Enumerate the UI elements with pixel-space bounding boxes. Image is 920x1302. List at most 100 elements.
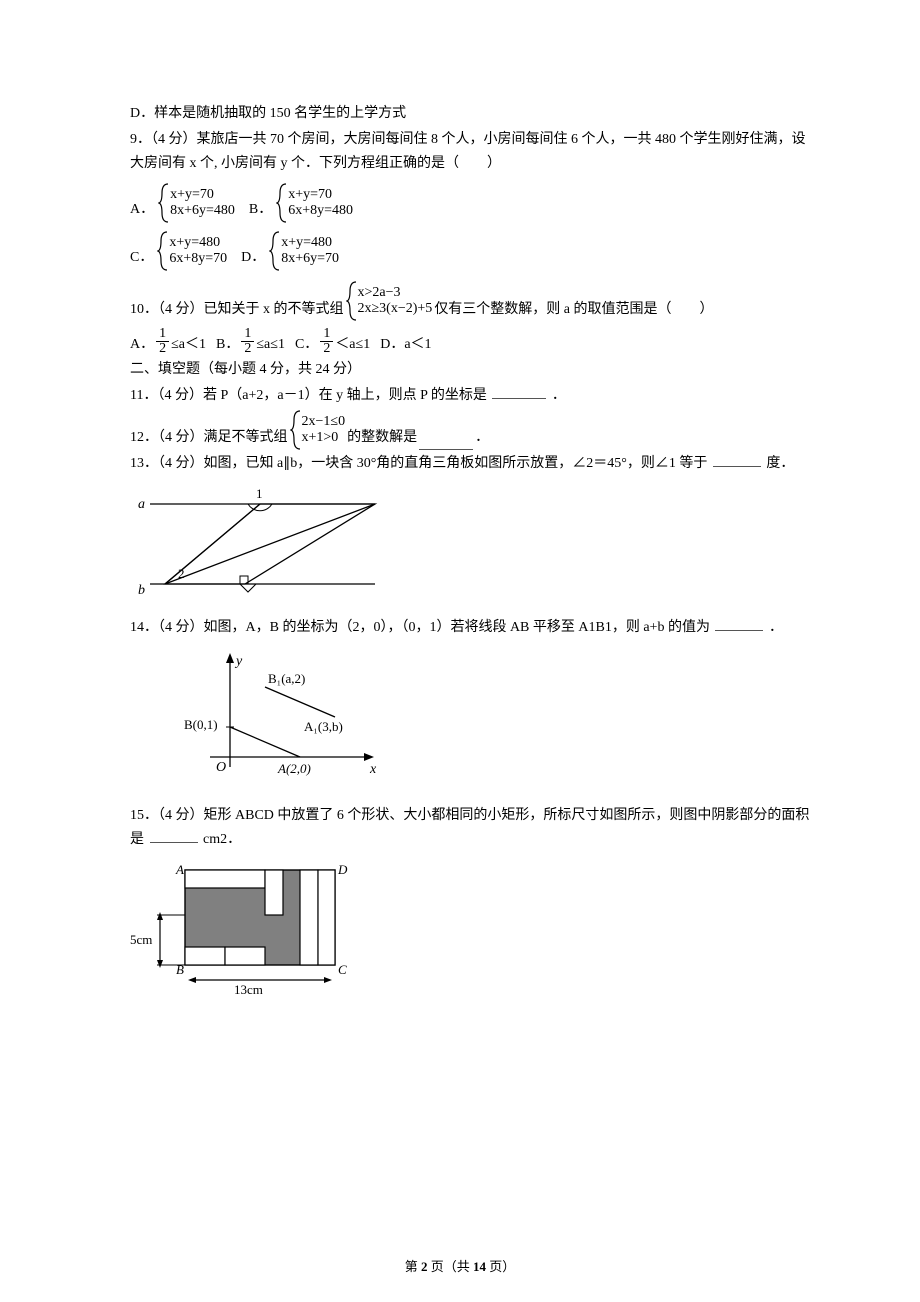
q14: 14．（4 分）如图，A，B 的坐标为（2，0），（0，1）若将线段 AB 平移… [130,616,810,640]
q9-options-row-1: A． x+y=70 8x+6y=480 B． x+y=70 6x+ [130,183,810,223]
label-b: b [138,583,145,598]
equation-row: x+1>0 [302,430,346,446]
footer-total-pages: 14 [473,1259,486,1274]
q10-suffix: 仅有三个整数解，则 a 的取值范围是（ ） [434,298,713,322]
equation-row: x+y=70 [170,187,235,203]
period: ． [769,620,783,635]
q13: 13．（4 分）如图，已知 a∥b，一块含 30°角的直角三角板如图所示放置，∠… [130,452,810,476]
numerator: 1 [241,327,254,342]
origin-label: O [216,760,226,775]
option-tail: ≤a≤1 [256,333,285,357]
denominator: 2 [320,342,333,356]
q15: 15．（4 分）矩形 ABCD 中放置了 6 个形状、大小都相同的小矩形，所标尺… [130,804,810,852]
denominator: 2 [156,342,169,356]
label-C: C [338,962,347,977]
footer-text: 页（共 [427,1259,473,1274]
q11: 11．（4 分）若 P（a+2，a－1）在 y 轴上，则点 P 的坐标是 ． [130,384,810,408]
brace-icon [158,183,170,223]
label-b1: B₁(a,2) [268,671,305,686]
dim-13cm: 13cm [234,982,263,997]
option-label: B． [249,198,272,222]
section-2-heading: 二、填空题（每小题 4 分，共 24 分） [130,358,810,382]
denominator: 2 [241,342,254,356]
equation-row: 2x≥3(x−2)+5 [358,301,433,317]
q8-option-d: D．样本是随机抽取的 150 名学生的上学方式 [130,102,810,126]
q12-mid: 的整数解是 [347,426,417,450]
option-label: B． [216,333,239,357]
equation-system: x+y=70 8x+6y=480 [158,183,235,223]
footer-text: 第 [405,1259,421,1274]
q13-tail: 度． [766,456,794,471]
option-tail: ＜a≤1 [335,333,370,357]
q9-stem: 9．（4 分）某旅店一共 70 个房间，大房间每间住 8 个人，小房间每间住 6… [130,128,810,176]
q9-option-b: B． x+y=70 6x+8y=480 [249,183,353,223]
q12: 12．（4 分）满足不等式组 2x−1≤0 x+1>0 的整数解是 ． [130,410,810,450]
option-label: C． [295,333,318,357]
equation-row: x>2a−3 [358,285,433,301]
footer-text: 页） [486,1259,515,1274]
q9-option-c: C． x+y=480 6x+8y=70 [130,231,227,271]
q9-option-d: D． x+y=480 8x+6y=70 [241,231,339,271]
answer-blank[interactable] [713,452,761,467]
label-D: D [337,862,348,877]
q14-text: 14．（4 分）如图，A，B 的坐标为（2，0），（0，1）若将线段 AB 平移… [130,620,710,635]
label-2: 2 [178,566,185,581]
diagram-icon: 5cm 13cm A B C D [130,860,360,1000]
q10-options: A． 1 2 ≤a＜1 B． 1 2 ≤a≤1 C． 1 2 ＜a≤1 D．a＜… [130,327,810,356]
equation-system: x+y=480 8x+6y=70 [269,231,339,271]
option-label: A． [130,333,154,357]
brace-icon [157,231,169,271]
answer-blank[interactable] [715,616,763,631]
answer-blank[interactable] [150,828,198,843]
q10-option-c: C． 1 2 ＜a≤1 [295,327,370,356]
brace-icon [269,231,281,271]
brace-icon [290,410,302,450]
axis-y-label: y [234,654,243,669]
diagram-icon: y x O B(0,1) B₁(a,2) A₁(3,b) A(2,0) [170,647,390,787]
q10-option-b: B． 1 2 ≤a≤1 [216,327,285,356]
option-label: D． [241,246,265,270]
option-tail: ≤a＜1 [171,333,206,357]
brace-icon [346,281,358,321]
label-a: A(2,0) [277,761,311,776]
equation-system: 2x−1≤0 x+1>0 [290,410,346,450]
equation-row: 8x+6y=480 [170,203,235,219]
equation-system: x>2a−3 2x≥3(x−2)+5 [346,281,433,321]
q13-text: 13．（4 分）如图，已知 a∥b，一块含 30°角的直角三角板如图所示放置，∠… [130,456,707,471]
label-1: 1 [256,486,263,501]
equation-row: x+y=480 [281,235,339,251]
label-A: A [175,862,184,877]
q10-option-d: D．a＜1 [380,333,431,357]
option-label: A． [130,198,154,222]
page-footer: 第 2 页（共 14 页） [0,1256,920,1278]
answer-blank[interactable] [419,435,473,450]
equation-row: x+y=480 [169,235,227,251]
q12-prefix: 12．（4 分）满足不等式组 [130,426,288,450]
brace-icon [276,183,288,223]
q10-prefix: 10．（4 分）已知关于 x 的不等式组 [130,298,344,322]
answer-blank[interactable] [492,384,546,399]
q10-stem: 10．（4 分）已知关于 x 的不等式组 x>2a−3 2x≥3(x−2)+5 … [130,281,810,321]
period: ． [552,388,566,403]
label-B: B [176,962,184,977]
option-label: C． [130,246,153,270]
equation-row: 2x−1≤0 [302,414,346,430]
dim-5cm: 5cm [130,932,152,947]
q9-options-row-2: C． x+y=480 6x+8y=70 D． x+y=480 8x [130,231,810,271]
label-a: a [138,497,145,512]
equation-system: x+y=480 6x+8y=70 [157,231,227,271]
q13-figure: a b 1 2 [130,484,810,608]
axis-x-label: x [369,762,377,777]
document-page: D．样本是随机抽取的 150 名学生的上学方式 9．（4 分）某旅店一共 70 … [0,0,920,1302]
q9-option-a: A． x+y=70 8x+6y=480 [130,183,235,223]
label-b0: B(0,1) [184,717,218,732]
equation-row: 6x+8y=480 [288,203,353,219]
q14-figure: y x O B(0,1) B₁(a,2) A₁(3,b) A(2,0) [170,647,810,796]
q10-option-a: A． 1 2 ≤a＜1 [130,327,206,356]
label-a1: A₁(3,b) [304,719,343,734]
equation-system: x+y=70 6x+8y=480 [276,183,353,223]
equation-row: x+y=70 [288,187,353,203]
fraction: 1 2 [241,327,254,356]
q11-text: 11．（4 分）若 P（a+2，a－1）在 y 轴上，则点 P 的坐标是 [130,388,487,403]
equation-row: 6x+8y=70 [169,251,227,267]
